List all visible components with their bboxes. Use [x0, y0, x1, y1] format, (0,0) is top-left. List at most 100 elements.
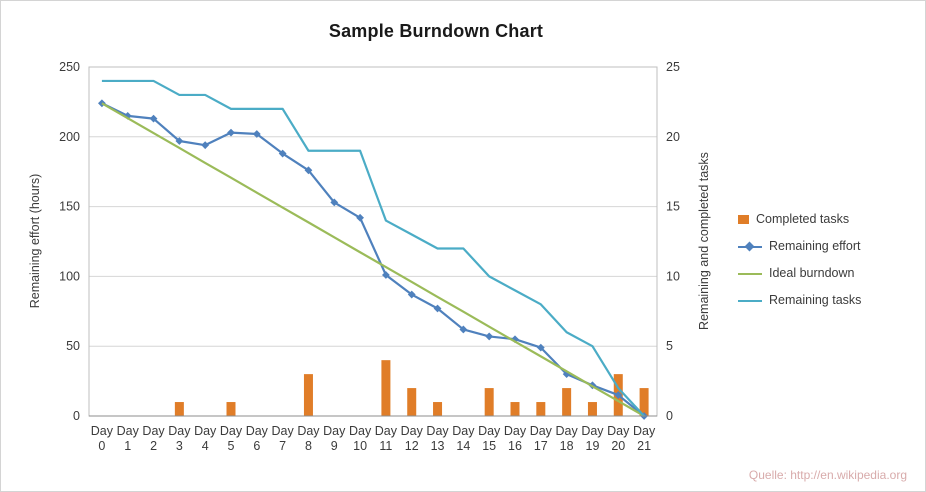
x-axis-label: 11	[379, 439, 392, 453]
legend-diamond-marker-icon	[744, 241, 755, 251]
left-axis-tick: 100	[59, 269, 80, 283]
legend-item-ideal-burndown: Ideal burndown	[738, 260, 861, 287]
x-axis-label: Day	[323, 424, 346, 438]
x-axis-label: 20	[611, 439, 625, 453]
x-axis-label: Day	[556, 424, 579, 438]
line-remaining-tasks	[101, 79, 645, 417]
x-axis-label: 13	[431, 439, 445, 453]
x-axis-label: 17	[534, 439, 548, 453]
x-axis-label: 12	[405, 439, 419, 453]
marker-remaining-effort	[459, 325, 468, 334]
marker-remaining-effort	[252, 130, 261, 138]
x-axis-label: 15	[482, 439, 496, 453]
bar-completed-tasks	[510, 402, 520, 416]
x-axis-label: Day	[297, 424, 320, 438]
x-axis-label: 7	[279, 439, 286, 453]
x-axis-label: Day	[426, 424, 449, 438]
source-note: Quelle: http://en.wikipedia.org	[748, 468, 907, 482]
x-axis-label: 10	[353, 439, 367, 453]
x-axis-label: 19	[586, 439, 600, 453]
x-axis-label: Day	[142, 424, 165, 438]
bar-completed-tasks	[226, 402, 236, 416]
x-axis-label: Day	[272, 424, 295, 438]
line-ideal-burndown	[101, 102, 645, 417]
marker-remaining-effort	[304, 166, 313, 175]
x-axis-label: Day	[220, 424, 243, 438]
marker-remaining-effort	[201, 141, 210, 150]
right-axis-tick: 20	[666, 130, 680, 144]
x-axis-label: 18	[560, 439, 574, 453]
legend-item-remaining-effort: Remaining effort	[738, 233, 861, 260]
marker-remaining-effort	[227, 128, 235, 137]
x-axis-label: 3	[176, 439, 183, 453]
x-axis-label: 21	[637, 439, 651, 453]
x-axis-label: Day	[530, 424, 553, 438]
x-axis-label: Day	[452, 424, 475, 438]
bar-completed-tasks	[562, 388, 572, 416]
left-axis-tick: 250	[59, 60, 80, 74]
x-axis-label: Day	[168, 424, 191, 438]
marker-remaining-effort	[382, 271, 390, 279]
bar-completed-tasks	[587, 402, 597, 416]
x-axis-label: 4	[202, 439, 209, 453]
left-axis-tick: 0	[73, 409, 80, 423]
legend-label-remaining-effort: Remaining effort	[769, 239, 861, 254]
marker-remaining-effort	[356, 213, 364, 222]
x-axis-label: Day	[349, 424, 372, 438]
right-axis-title: Remaining and completed tasks	[697, 152, 711, 330]
right-axis-tick: 0	[666, 409, 673, 423]
x-axis-label: 16	[508, 439, 522, 453]
right-axis-tick: 10	[666, 269, 680, 283]
marker-remaining-effort	[330, 198, 339, 207]
marker-remaining-effort	[485, 332, 494, 341]
bar-completed-tasks	[174, 402, 184, 416]
x-axis-label: Day	[401, 424, 424, 438]
x-axis-label: 5	[228, 439, 235, 453]
x-axis-label: 6	[253, 439, 260, 453]
line-remaining-effort	[101, 102, 645, 417]
legend-label-remaining-tasks: Remaining tasks	[769, 293, 862, 308]
marker-remaining-effort	[562, 370, 571, 379]
marker-remaining-effort	[149, 114, 158, 123]
bar-completed-tasks	[433, 402, 443, 416]
bar-completed-tasks	[484, 388, 494, 416]
x-axis-label: Day	[633, 424, 656, 438]
marker-remaining-effort	[407, 290, 416, 299]
chart-legend: Completed tasks Remaining effort Ideal b…	[738, 206, 861, 314]
x-axis-label: Day	[581, 424, 604, 438]
x-axis-label: 2	[150, 439, 157, 453]
legend-line-swatch-icon	[738, 299, 762, 302]
x-axis-label: Day	[194, 424, 217, 438]
plot-border	[88, 66, 658, 417]
legend-line-swatch-icon	[738, 241, 762, 251]
chart-title: Sample Burndown Chart	[328, 21, 544, 41]
marker-remaining-effort	[433, 304, 442, 313]
legend-label-ideal-burndown: Ideal burndown	[769, 266, 855, 281]
legend-bar-swatch-icon	[738, 215, 749, 224]
bar-completed-tasks	[303, 374, 313, 416]
legend-label-completed-tasks: Completed tasks	[756, 212, 850, 227]
x-axis-label: 0	[98, 439, 105, 453]
x-axis-label: 8	[305, 439, 312, 453]
x-axis-label: Day	[246, 424, 269, 438]
x-axis-label: Day	[117, 424, 140, 438]
x-axis-label: 14	[456, 439, 470, 453]
x-axis-label: 1	[124, 439, 131, 453]
left-axis-tick: 150	[59, 200, 80, 214]
legend-item-remaining-tasks: Remaining tasks	[738, 287, 861, 314]
marker-remaining-effort	[614, 391, 623, 399]
right-axis-tick: 15	[666, 200, 680, 214]
left-axis-tick: 200	[59, 130, 80, 144]
bar-completed-tasks	[536, 402, 546, 416]
marker-remaining-effort	[278, 149, 287, 158]
x-axis-label: Day	[504, 424, 527, 438]
x-axis-label: 9	[331, 439, 338, 453]
left-axis-tick: 50	[66, 339, 80, 353]
right-axis-tick: 5	[666, 339, 673, 353]
legend-line-swatch-icon	[738, 272, 762, 275]
bar-completed-tasks	[381, 360, 391, 416]
x-axis-label: Day	[91, 424, 114, 438]
left-axis-title: Remaining effort (hours)	[28, 173, 42, 309]
x-axis-label: Day	[607, 424, 630, 438]
